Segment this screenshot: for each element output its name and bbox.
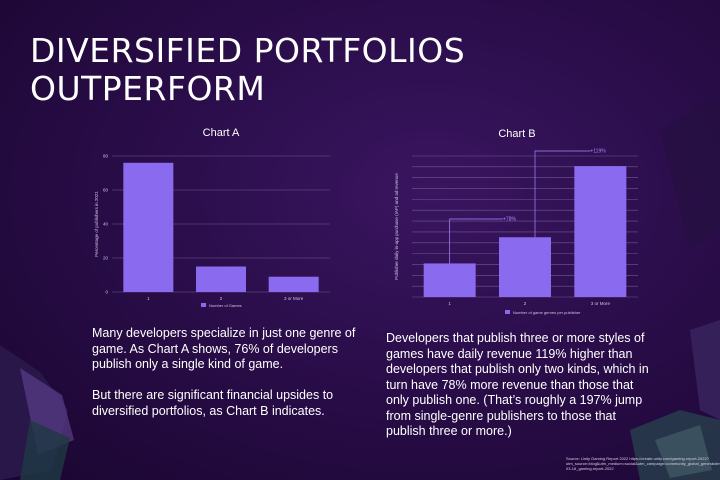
- chart-b-title: Chart B: [498, 128, 536, 140]
- page-title: DIVERSIFIED PORTFOLIOS OUTPERFORM: [30, 32, 465, 108]
- x-tick-label: 3 or More: [591, 301, 611, 306]
- y-tick-label: 40: [103, 222, 109, 227]
- y-tick-label: 60: [103, 188, 109, 193]
- chart-b: Publisher daily in-app purchase (IAP) an…: [394, 149, 638, 315]
- source-note: Source: Unity Gaming Report 2022 https:/…: [566, 456, 720, 471]
- y-axis-label: Publisher daily in-app purchase (IAP) an…: [394, 173, 399, 280]
- x-tick-label: 1: [448, 301, 451, 306]
- y-axis-label: Percentage of publishers in 2021: [94, 191, 99, 257]
- annotation-arrow: [534, 150, 591, 238]
- chart-a-title: Chart A: [202, 127, 240, 139]
- text-chart-b-explainer: Developers that publish three or more st…: [386, 331, 649, 438]
- x-tick-label: 1: [147, 296, 150, 301]
- annotation-label: +119%: [590, 149, 606, 155]
- chart-a: 0 20 40 60 80 Percentage of publishers in 202…: [94, 154, 330, 308]
- legend-swatch: [505, 310, 510, 314]
- annotation-arrow: [449, 218, 503, 264]
- legend-label: Number of game genres per publisher: [513, 310, 581, 315]
- title-line-2: OUTPERFORM: [30, 69, 266, 108]
- legend-label: Number of Games: [209, 303, 242, 308]
- x-tick-label: 3 or More: [284, 296, 304, 301]
- bar: [196, 266, 246, 292]
- bar: [423, 263, 476, 297]
- y-tick-label: 80: [103, 154, 109, 159]
- bar: [268, 276, 319, 292]
- x-tick-label: 2: [220, 296, 223, 301]
- text-chart-b-intro: But there are significant financial upsi…: [92, 388, 334, 418]
- y-tick-label: 20: [103, 256, 109, 261]
- legend-swatch: [201, 303, 206, 307]
- y-tick-label: 0: [105, 290, 108, 295]
- bar: [499, 237, 551, 297]
- text-chart-a-explainer: Many developers specialize in just one g…: [92, 326, 356, 371]
- x-tick-label: 2: [524, 301, 527, 306]
- title-line-1: DIVERSIFIED PORTFOLIOS: [30, 31, 466, 70]
- annotation-label: +78%: [503, 217, 516, 223]
- bar: [123, 162, 174, 292]
- bar: [574, 166, 627, 297]
